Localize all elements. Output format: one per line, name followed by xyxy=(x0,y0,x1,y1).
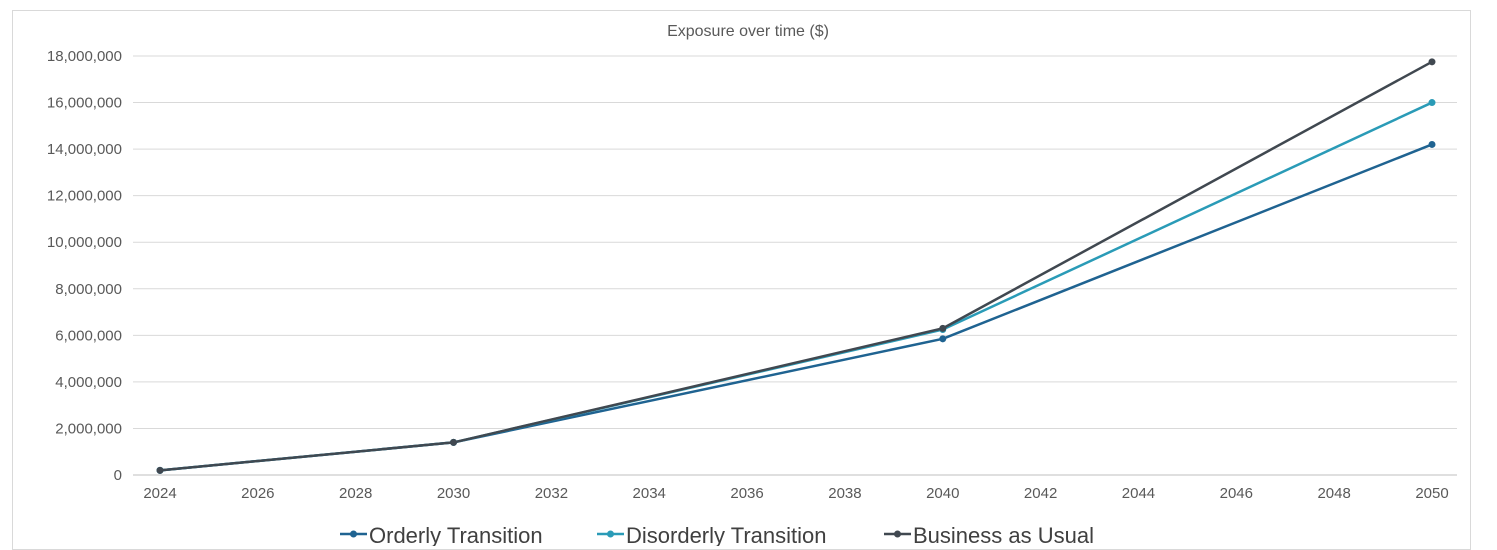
data-point xyxy=(939,335,947,343)
legend-item: Orderly Transition xyxy=(340,523,543,546)
x-tick-label: 2034 xyxy=(633,485,666,502)
data-point xyxy=(450,438,458,446)
x-tick-label: 2048 xyxy=(1317,485,1350,502)
legend-label: Orderly Transition xyxy=(369,523,543,546)
x-tick-label: 2042 xyxy=(1024,485,1057,502)
series-layer xyxy=(156,58,1436,474)
x-tick-label: 2038 xyxy=(828,485,861,502)
legend-item: Business as Usual xyxy=(884,523,1094,546)
legend-swatch-marker xyxy=(607,530,614,538)
y-tick-label: 10,000,000 xyxy=(47,234,122,251)
x-tick-label: 2032 xyxy=(535,485,568,502)
legend-label: Disorderly Transition xyxy=(626,523,827,546)
data-point xyxy=(1428,140,1436,148)
data-point xyxy=(1428,58,1436,66)
series-line xyxy=(159,60,1433,472)
x-tick-label: 2044 xyxy=(1122,485,1155,502)
legend-item: Disorderly Transition xyxy=(597,523,827,546)
axis-layer: 0 2,000,000 4,000,000 6,000,000 8,000,000 10,… xyxy=(47,48,1449,502)
data-point xyxy=(939,324,947,332)
x-tick-label: 2036 xyxy=(730,485,763,502)
y-tick-label: 14,000,000 xyxy=(47,141,122,158)
x-tick-label: 2026 xyxy=(241,485,274,502)
legend-swatch-marker xyxy=(894,530,901,538)
y-tick-label: 2,000,000 xyxy=(55,420,122,437)
x-tick-label: 2040 xyxy=(926,485,959,502)
x-tick-label: 2050 xyxy=(1415,485,1448,502)
legend: Orderly Transition Disorderly Transition B… xyxy=(340,523,1094,546)
chart-frame xyxy=(12,10,1471,550)
y-tick-label: 16,000,000 xyxy=(47,95,122,112)
data-point xyxy=(156,466,164,474)
y-tick-label: 8,000,000 xyxy=(55,281,122,298)
y-tick-label: 6,000,000 xyxy=(55,327,122,344)
x-tick-label: 2030 xyxy=(437,485,470,502)
x-tick-label: 2024 xyxy=(143,485,176,502)
data-point xyxy=(1428,99,1436,107)
y-tick-label: 12,000,000 xyxy=(47,188,122,205)
grid-layer xyxy=(133,55,1457,476)
chart-title: Exposure over time ($) xyxy=(667,23,829,40)
series-line xyxy=(159,101,1433,472)
x-tick-label: 2028 xyxy=(339,485,372,502)
x-tick-label: 2046 xyxy=(1220,485,1253,502)
legend-swatch-marker xyxy=(350,530,357,538)
y-tick-label: 18,000,000 xyxy=(47,48,122,65)
y-tick-label: 0 xyxy=(114,467,122,484)
series-line xyxy=(159,143,1433,472)
y-tick-label: 4,000,000 xyxy=(55,374,122,391)
legend-label: Business as Usual xyxy=(913,523,1094,546)
